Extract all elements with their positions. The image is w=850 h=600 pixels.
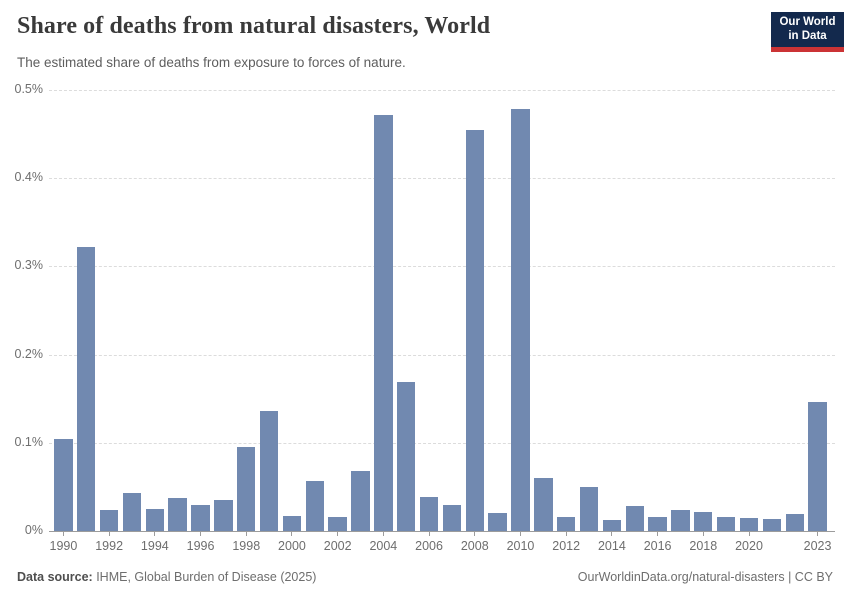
- bar-1995[interactable]: [168, 498, 187, 531]
- x-axis-label-2004: 2004: [369, 539, 398, 553]
- bar-2008[interactable]: [465, 129, 484, 531]
- x-axis-label-2012: 2012: [552, 539, 581, 553]
- owid-logo-line-1: Our World: [779, 15, 836, 28]
- bar-2010[interactable]: [511, 108, 530, 531]
- bar-2020[interactable]: [739, 517, 759, 531]
- bar-2022[interactable]: [785, 514, 804, 531]
- x-axis-tick-2006: [428, 532, 430, 536]
- chart-subtitle: The estimated share of deaths from expos…: [17, 55, 406, 70]
- bar-1993[interactable]: [122, 493, 142, 531]
- bar-1997[interactable]: [214, 500, 233, 531]
- x-axis-label-1990: 1990: [49, 539, 78, 553]
- bar-2009[interactable]: [488, 513, 507, 531]
- x-axis-tick-2016: [657, 532, 659, 536]
- bar-2004[interactable]: [374, 114, 393, 531]
- bar-1990[interactable]: [54, 439, 73, 531]
- bar-1992[interactable]: [99, 509, 119, 531]
- x-axis-label-2014: 2014: [597, 539, 626, 553]
- x-axis-label-2018: 2018: [689, 539, 718, 553]
- x-axis-label-2002: 2002: [323, 539, 352, 553]
- bar-2015[interactable]: [625, 506, 644, 531]
- x-axis-label-1996: 1996: [186, 539, 215, 553]
- footer-link[interactable]: OurWorldinData.org/natural-disasters | C…: [577, 570, 833, 584]
- bar-2006[interactable]: [419, 497, 439, 531]
- bar-1999[interactable]: [259, 411, 279, 531]
- bar-2023[interactable]: [808, 402, 827, 531]
- x-axis-label-2000: 2000: [278, 539, 306, 553]
- x-axis-label-2016: 2016: [643, 539, 672, 553]
- y-axis-label: 0.4%: [14, 170, 44, 185]
- footer-source-label: Data source:: [17, 570, 93, 584]
- y-axis-label: 0.3%: [14, 258, 44, 273]
- gridline-0.5%: [49, 90, 835, 91]
- bar-1998[interactable]: [237, 447, 256, 531]
- gridline-0.3%: [49, 266, 835, 268]
- bar-2007[interactable]: [442, 504, 462, 531]
- bar-2016[interactable]: [648, 516, 667, 531]
- x-axis-tick-1994: [154, 532, 156, 536]
- y-axis-label: 0%: [24, 523, 43, 537]
- bar-2000[interactable]: [282, 516, 302, 531]
- x-axis-tick-1998: [245, 532, 247, 536]
- bar-2001[interactable]: [305, 480, 324, 531]
- x-axis-tick-2023: [817, 532, 819, 536]
- x-axis-tick-2010: [519, 532, 521, 536]
- bar-2018[interactable]: [694, 512, 713, 531]
- x-axis-tick-2008: [474, 532, 476, 536]
- x-axis-tick-2002: [337, 532, 339, 536]
- bar-2021[interactable]: [762, 518, 782, 531]
- owid-logo[interactable]: Our World in Data: [771, 12, 844, 52]
- bar-1994[interactable]: [145, 508, 165, 531]
- x-axis-line: [49, 531, 835, 532]
- bar-2011[interactable]: [534, 478, 553, 531]
- x-axis-label-2020: 2020: [735, 539, 763, 553]
- x-axis-label-2008: 2008: [460, 539, 489, 553]
- x-axis-label-1994: 1994: [140, 539, 169, 553]
- x-axis-tick-2018: [702, 532, 704, 536]
- x-axis-tick-2020: [748, 532, 750, 536]
- x-axis-label-2010: 2010: [506, 539, 535, 553]
- gridline-0.1%: [49, 442, 835, 444]
- bar-2014[interactable]: [602, 519, 622, 531]
- y-axis-label: 0.2%: [14, 346, 44, 361]
- x-axis-tick-1990: [62, 532, 64, 536]
- chart-title: Share of deaths from natural disasters, …: [17, 13, 491, 39]
- x-axis-tick-2014: [611, 532, 613, 536]
- owid-logo-line-2: in Data: [788, 29, 827, 42]
- x-axis-label-2006: 2006: [415, 539, 443, 553]
- gridline-0.4%: [49, 178, 835, 180]
- bar-1991[interactable]: [77, 246, 96, 531]
- bar-2005[interactable]: [397, 381, 416, 531]
- x-axis-label-2023: 2023: [803, 539, 832, 553]
- bar-2003[interactable]: [351, 471, 370, 531]
- x-axis-label-1992: 1992: [95, 539, 124, 553]
- y-axis-label: 0.1%: [14, 434, 44, 449]
- x-axis-label-1998: 1998: [232, 539, 261, 553]
- bar-2012[interactable]: [556, 516, 576, 531]
- bar-2002[interactable]: [328, 516, 347, 531]
- x-axis-tick-1996: [200, 532, 202, 536]
- bar-2017[interactable]: [671, 509, 690, 531]
- bar-2013[interactable]: [579, 486, 599, 531]
- x-axis-tick-1992: [108, 532, 110, 536]
- x-axis-tick-2000: [291, 532, 293, 536]
- footer-source: Data source: IHME, Global Burden of Dise…: [17, 570, 316, 584]
- gridline-0.2%: [49, 354, 835, 356]
- x-axis-tick-2004: [382, 532, 384, 536]
- bar-2019[interactable]: [716, 516, 736, 531]
- x-axis-tick-2012: [565, 532, 567, 536]
- footer-source-text: IHME, Global Burden of Disease (2025): [92, 570, 317, 584]
- y-axis-label: 0.5%: [14, 82, 44, 96]
- bar-1996[interactable]: [191, 505, 210, 531]
